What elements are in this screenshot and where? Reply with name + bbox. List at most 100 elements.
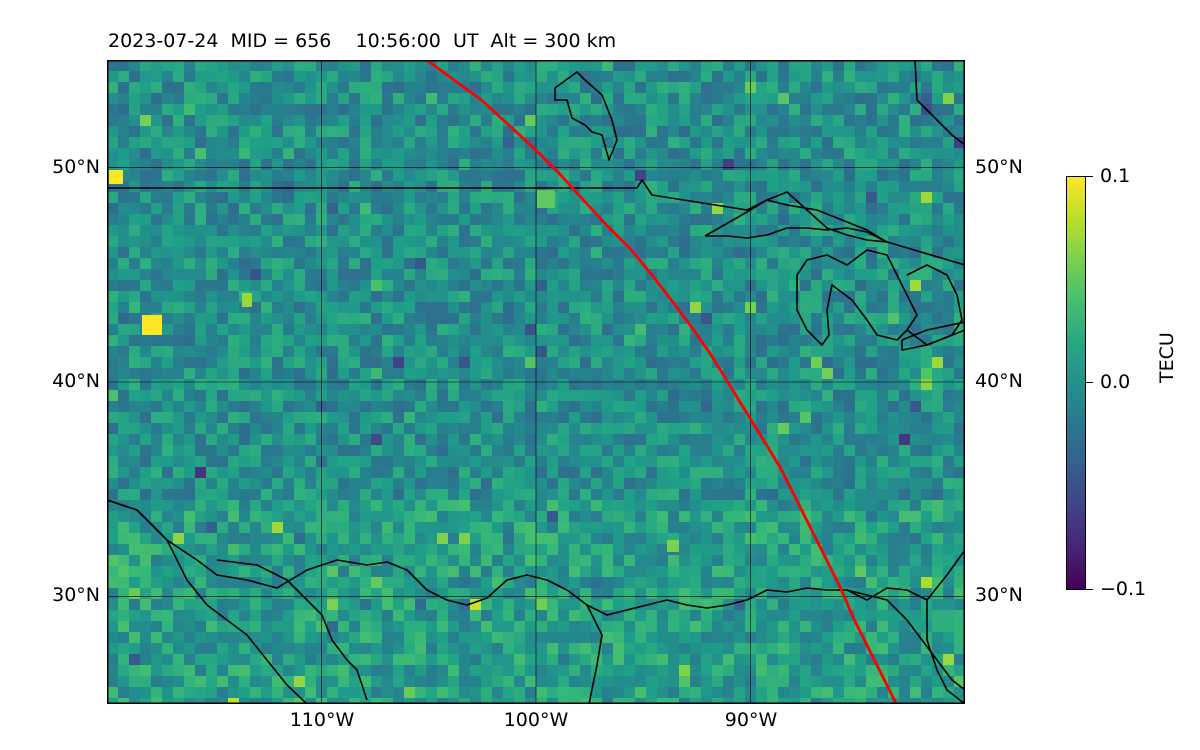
tec-pixel	[217, 379, 228, 390]
tec-pixel	[448, 247, 459, 258]
tec-pixel	[448, 643, 459, 654]
tec-pixel	[360, 302, 371, 313]
tec-pixel	[261, 181, 272, 192]
tec-pixel	[206, 478, 217, 489]
tec-pixel	[283, 357, 294, 368]
tec-pixel	[844, 390, 855, 401]
tec-pixel	[690, 357, 701, 368]
tec-pixel	[118, 302, 129, 313]
tec-pixel	[459, 357, 470, 368]
tec-pixel	[602, 71, 613, 82]
tec-pixel	[228, 104, 239, 115]
tec-pixel	[778, 390, 789, 401]
tec-pixel	[679, 82, 690, 93]
tec-pixel	[778, 71, 789, 82]
tec-pixel	[811, 71, 822, 82]
tec-pixel	[558, 115, 569, 126]
tec-pixel	[360, 643, 371, 654]
tec-pixel	[426, 643, 437, 654]
tec-pixel	[514, 390, 525, 401]
tec-pixel	[888, 434, 899, 445]
tec-pixel	[239, 192, 250, 203]
tec-pixel	[426, 478, 437, 489]
tec-pixel	[877, 599, 888, 610]
tec-pixel	[470, 258, 481, 269]
tec-pixel	[734, 489, 745, 500]
tec-pixel	[569, 357, 580, 368]
tec-pixel	[162, 577, 173, 588]
tec-pixel	[668, 588, 679, 599]
tec-pixel	[558, 643, 569, 654]
tec-pixel	[525, 445, 536, 456]
tec-pixel	[646, 544, 657, 555]
tec-pixel	[569, 621, 580, 632]
tec-pixel	[932, 203, 943, 214]
tec-pixel	[591, 203, 602, 214]
tec-pixel	[877, 654, 888, 665]
tec-pixel	[888, 687, 899, 698]
tec-pixel	[756, 82, 767, 93]
tec-pixel	[569, 236, 580, 247]
tec-pixel	[569, 478, 580, 489]
tec-pixel	[206, 60, 217, 71]
tec-pixel	[151, 104, 162, 115]
tec-pixel	[822, 137, 833, 148]
tec-pixel	[723, 555, 734, 566]
tec-pixel	[558, 621, 569, 632]
tec-pixel	[778, 588, 789, 599]
tec-pixel	[778, 302, 789, 313]
tec-pixel	[778, 445, 789, 456]
tec-pixel	[723, 522, 734, 533]
tec-pixel	[602, 401, 613, 412]
tec-pixel	[503, 467, 514, 478]
tec-pixel	[415, 82, 426, 93]
tec-pixel	[888, 335, 899, 346]
tec-pixel	[470, 632, 481, 643]
tec-pixel	[162, 489, 173, 500]
tec-pixel	[767, 137, 778, 148]
tec-pixel	[327, 467, 338, 478]
tec-pixel	[162, 456, 173, 467]
tec-pixel	[426, 588, 437, 599]
tec-pixel	[492, 434, 503, 445]
tec-pixel	[558, 280, 569, 291]
tec-pixel	[140, 445, 151, 456]
tec-pixel	[580, 467, 591, 478]
tec-pixel	[437, 115, 448, 126]
tec-pixel	[756, 368, 767, 379]
tec-pixel	[294, 291, 305, 302]
tec-pixel	[448, 467, 459, 478]
tec-pixel	[822, 214, 833, 225]
tec-pixel	[129, 599, 140, 610]
tec-pixel	[536, 357, 547, 368]
tec-pixel	[140, 170, 151, 181]
tec-pixel	[294, 379, 305, 390]
tec-pixel	[492, 346, 503, 357]
tec-pixel	[217, 445, 228, 456]
tec-pixel	[547, 225, 558, 236]
tec-pixel	[910, 192, 921, 203]
tec-pixel	[283, 544, 294, 555]
tec-pixel	[789, 280, 800, 291]
tec-pixel	[151, 148, 162, 159]
tec-pixel	[756, 247, 767, 258]
tec-pixel	[954, 599, 965, 610]
tec-pixel	[437, 643, 448, 654]
tec-pixel	[404, 379, 415, 390]
tec-pixel	[613, 71, 624, 82]
tec-pixel	[602, 588, 613, 599]
tec-pixel	[459, 621, 470, 632]
tec-pixel	[151, 599, 162, 610]
tec-pixel	[448, 192, 459, 203]
tec-pixel	[129, 467, 140, 478]
tec-pixel	[492, 148, 503, 159]
tec-pixel	[129, 137, 140, 148]
tec-pixel	[415, 665, 426, 676]
tec-pixel	[184, 467, 195, 478]
tec-pixel	[239, 346, 250, 357]
tec-pixel	[921, 467, 932, 478]
tec-pixel	[811, 313, 822, 324]
tec-pixel	[580, 698, 591, 704]
tec-pixel	[404, 82, 415, 93]
tec-pixel	[514, 577, 525, 588]
